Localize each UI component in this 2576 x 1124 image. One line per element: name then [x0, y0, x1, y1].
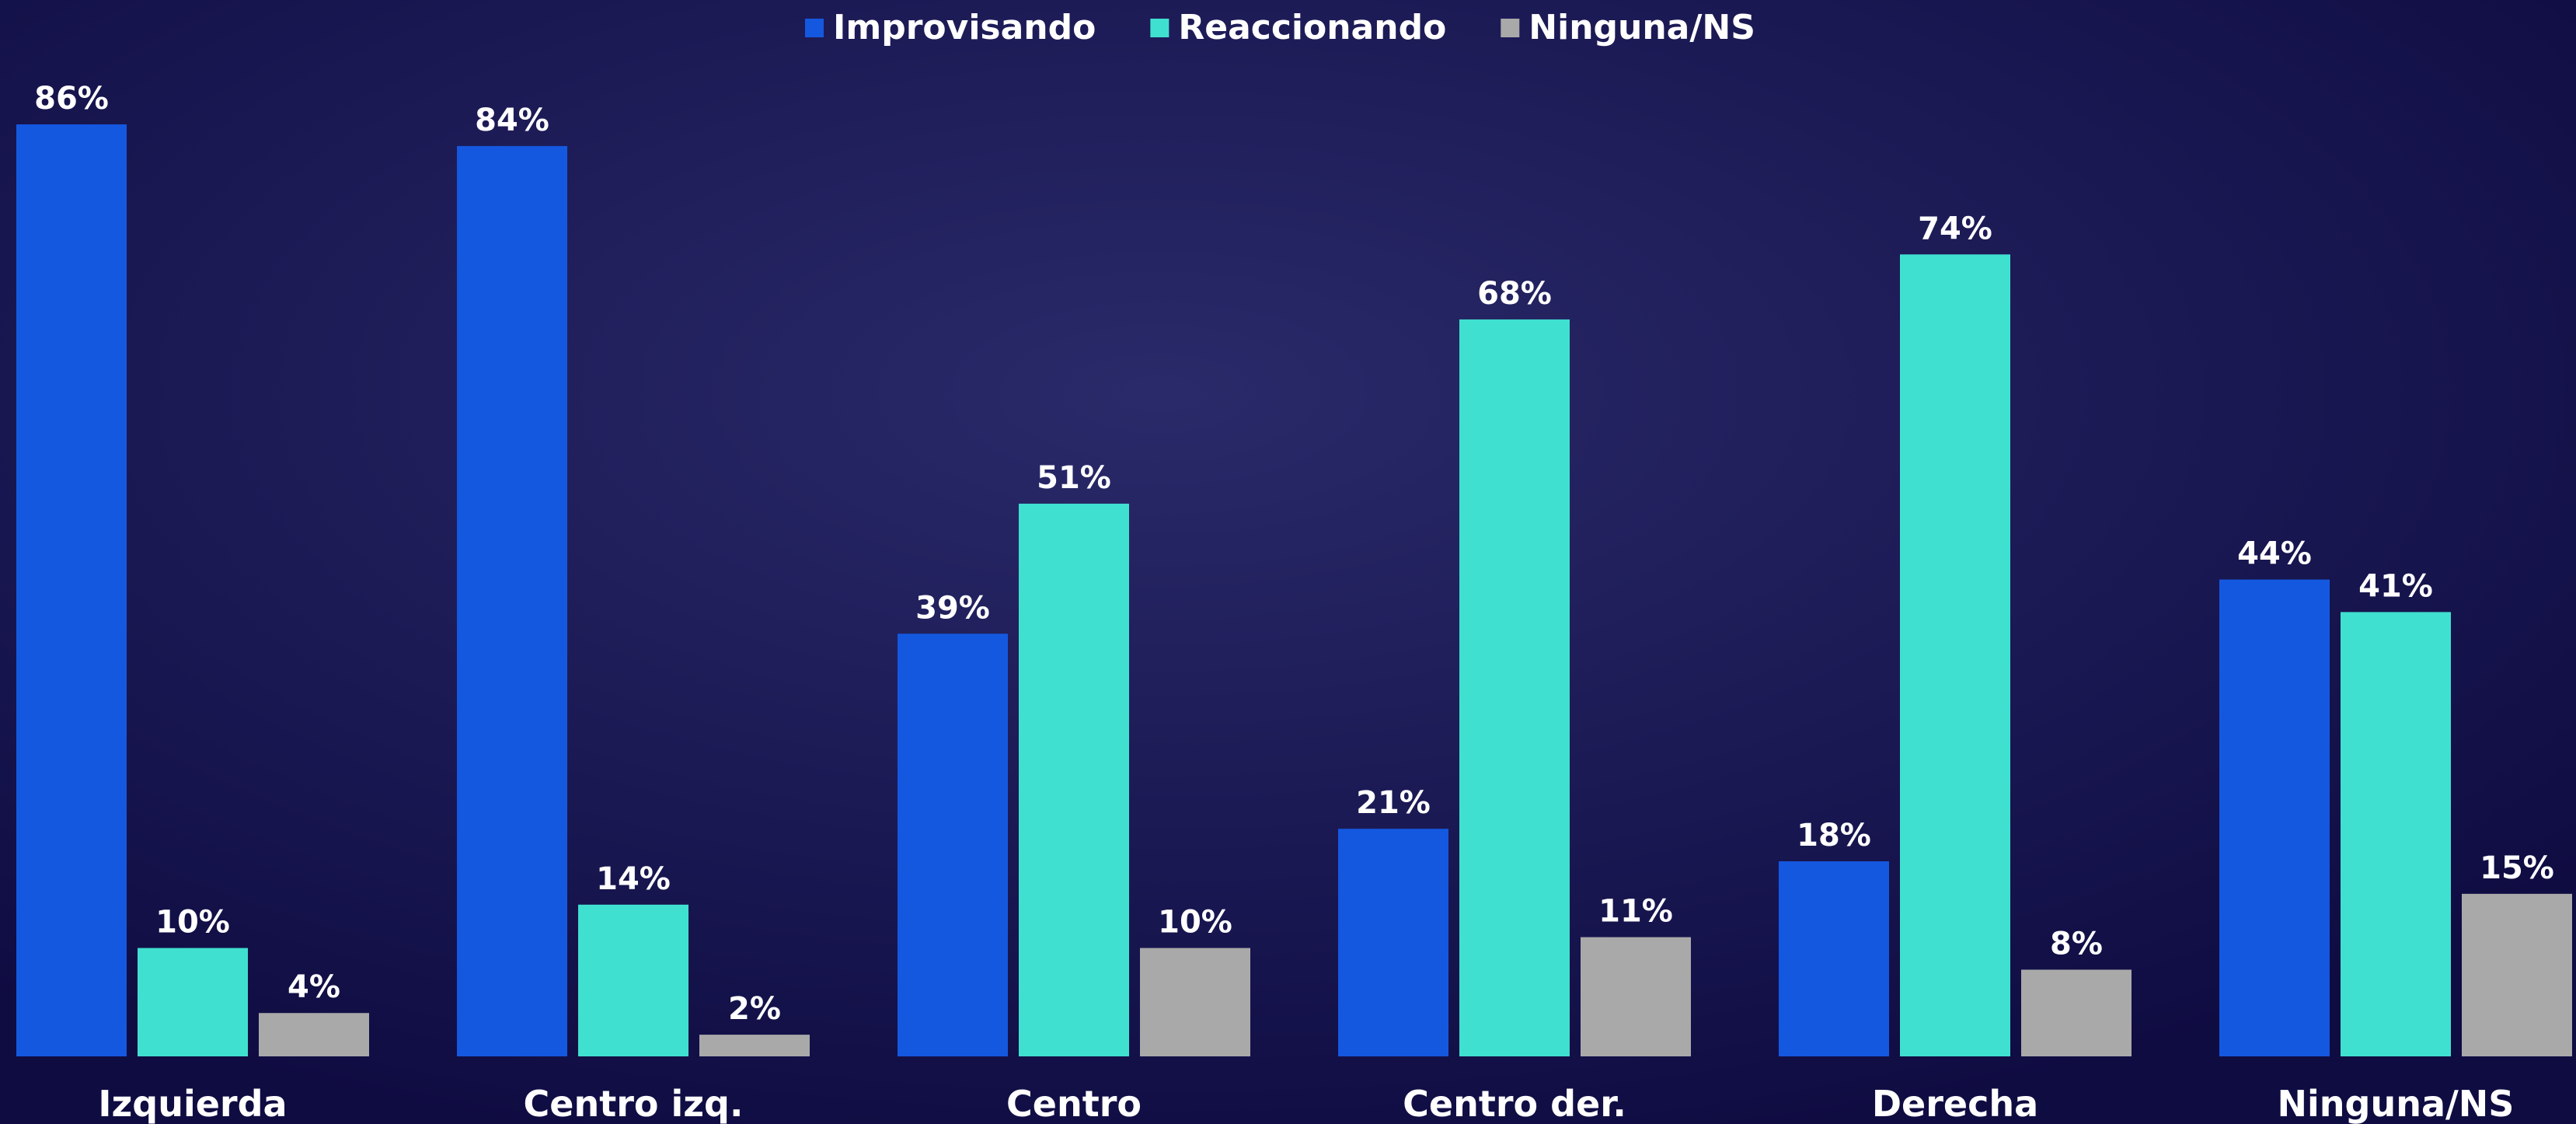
bar [457, 145, 567, 1056]
value-label: 10% [155, 905, 230, 941]
value-label: 41% [2358, 568, 2433, 604]
value-label: 44% [2237, 536, 2312, 572]
bar [1581, 937, 1691, 1056]
value-label: 4% [288, 969, 340, 1005]
bar [898, 634, 1008, 1056]
x-tick-label: Centro [1006, 1083, 1142, 1124]
value-label: 18% [1797, 818, 1871, 853]
legend-label: Improvisando [833, 8, 1096, 47]
x-tick-label: Centro der. [1403, 1083, 1626, 1124]
legend: Improvisando Reaccionando Ninguna/NS [805, 8, 1755, 47]
value-label: 11% [1598, 894, 1673, 930]
bar [2219, 579, 2330, 1056]
legend-label: Ninguna/NS [1529, 8, 1755, 47]
value-label: 39% [915, 590, 990, 626]
legend-label: Reaccionando [1178, 8, 1446, 47]
plot-area: Izquierda 86% 10% 4% Centro izq. 84% 14% 2% Cent… [16, 81, 2572, 1124]
x-tick-label: Izquierda [98, 1083, 287, 1124]
bar [1459, 319, 1570, 1056]
x-tick-label: Ninguna/NS [2278, 1083, 2515, 1124]
bar [1140, 948, 1250, 1056]
value-label: 68% [1477, 276, 1552, 312]
value-label: 21% [1356, 785, 1431, 821]
bar [578, 904, 688, 1056]
bar [1900, 254, 2010, 1056]
bar [1779, 861, 1889, 1056]
value-label: 51% [1037, 460, 1111, 496]
bar [1019, 503, 1129, 1056]
value-label: 84% [475, 103, 549, 138]
value-label: 15% [2480, 850, 2554, 886]
value-label: 74% [1918, 211, 1992, 246]
legend-swatch [1150, 19, 1169, 37]
value-label: 10% [1158, 905, 1232, 941]
value-label: 8% [2050, 926, 2103, 962]
value-label: 14% [596, 861, 671, 897]
x-tick-label: Centro izq. [524, 1083, 744, 1124]
legend-swatch [1501, 19, 1520, 37]
x-tick-label: Derecha [1872, 1083, 2038, 1124]
value-label: 2% [728, 991, 781, 1027]
bar [138, 948, 248, 1056]
bar [2021, 969, 2132, 1056]
legend-swatch [805, 19, 824, 37]
value-label: 86% [34, 81, 109, 117]
bar [1338, 829, 1448, 1056]
bar [16, 124, 127, 1056]
bar [699, 1035, 810, 1056]
bar [259, 1013, 369, 1056]
bar [2341, 612, 2451, 1056]
bar [2462, 893, 2572, 1056]
